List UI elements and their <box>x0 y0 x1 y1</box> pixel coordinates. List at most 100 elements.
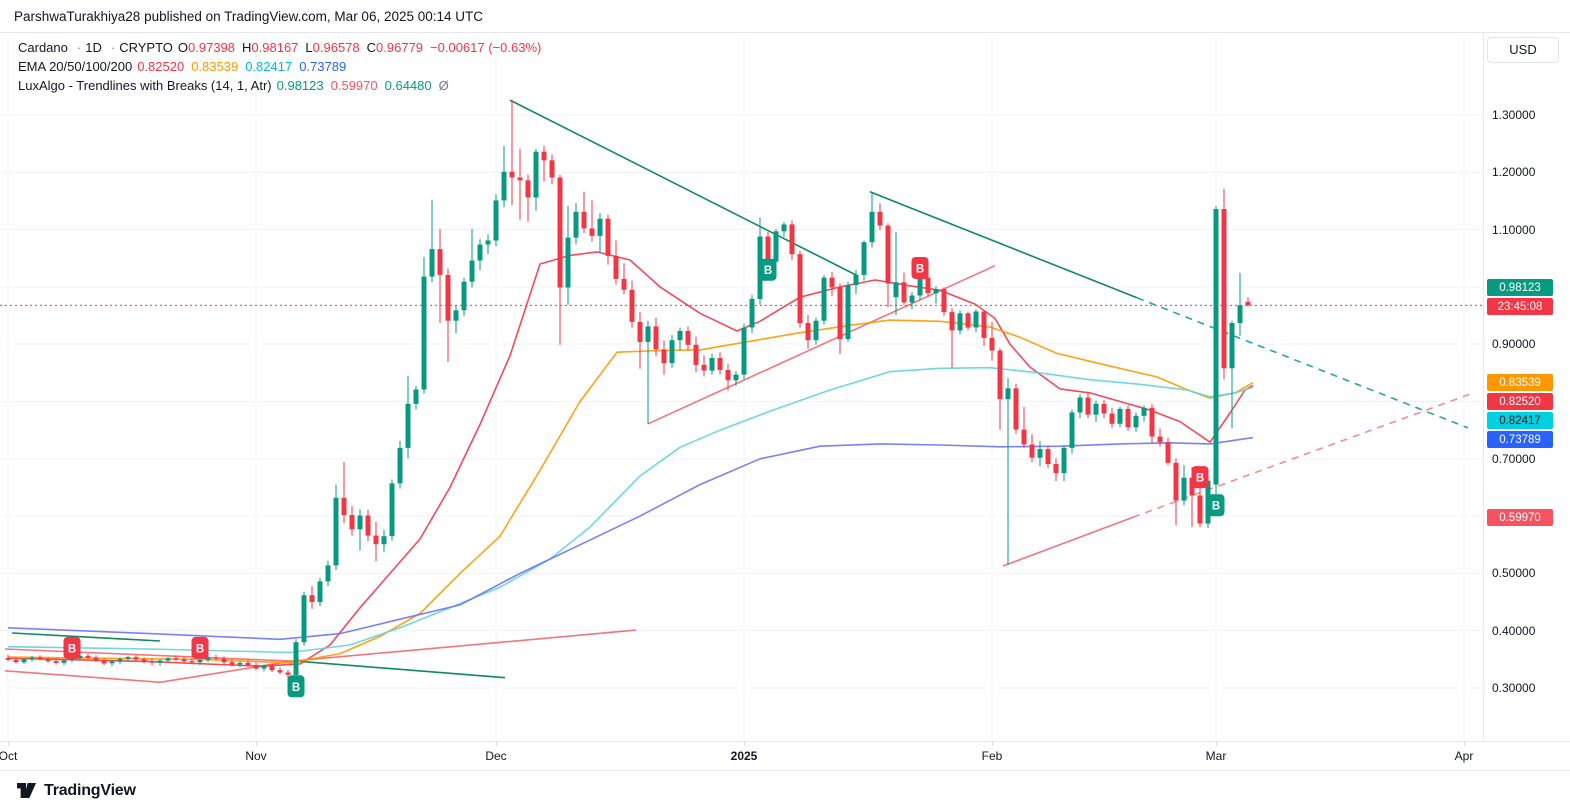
candle <box>205 655 211 663</box>
candle <box>1133 412 1139 432</box>
candle <box>861 240 867 281</box>
luxalgo-indicator-value: 0.98123 <box>276 78 324 93</box>
candle <box>37 655 43 661</box>
candle <box>45 657 51 663</box>
candle <box>413 386 419 410</box>
currency-toggle-button[interactable]: USD <box>1487 37 1559 63</box>
price-axis-badge: 0.98123 <box>1487 279 1553 296</box>
candle <box>637 312 643 369</box>
candle <box>893 231 899 315</box>
time-tick-mark <box>1464 742 1465 746</box>
candle <box>1069 409 1075 454</box>
legend-symbol-row[interactable]: Cardano · 1D · CRYPTO O0.97398 H0.98167 L0.9657… <box>18 38 548 57</box>
candle <box>1229 320 1235 429</box>
legend-ema-row[interactable]: EMA 20/50/100/200 0.82520 0.83539 0.82417 0.… <box>18 57 548 76</box>
candle <box>333 484 339 570</box>
tradingview-logo[interactable]: TradingView <box>16 781 136 800</box>
candle <box>309 586 315 609</box>
svg-text:B: B <box>196 643 204 655</box>
candle <box>301 591 307 646</box>
candle <box>869 191 875 248</box>
candle <box>21 658 27 664</box>
candle <box>877 203 883 231</box>
candle <box>805 315 811 349</box>
candle <box>269 663 275 672</box>
candle <box>1013 383 1019 434</box>
legend-separator: · <box>110 40 116 55</box>
price-axis-badge: 0.82417 <box>1487 412 1553 429</box>
svg-text:B: B <box>1212 501 1220 513</box>
candle <box>733 371 739 386</box>
candle <box>341 461 347 523</box>
time-tick-mark <box>8 742 9 746</box>
candle <box>1029 434 1035 463</box>
ohlc-value: H0.98167 <box>242 40 299 55</box>
candle <box>789 220 795 260</box>
candle <box>949 308 955 368</box>
candle <box>477 239 483 271</box>
candle <box>749 294 755 334</box>
candle <box>573 203 579 245</box>
candle <box>717 352 723 375</box>
candle <box>453 304 459 334</box>
time-tick-mark <box>992 742 993 746</box>
chart-legend: Cardano · 1D · CRYPTO O0.97398 H0.98167 L0.9657… <box>18 38 548 95</box>
time-tick-label: Mar <box>1205 749 1227 763</box>
candle <box>1053 458 1059 482</box>
luxalgo-indicator-value: Ø <box>438 78 449 93</box>
candle <box>1101 399 1107 419</box>
price-axis[interactable]: 1.30000 1.20000 1.10000 0.90000 0.70000 0.500… <box>1483 33 1570 741</box>
candle <box>437 229 443 323</box>
candle <box>1093 400 1099 423</box>
ema-20-line <box>7 251 1254 668</box>
candle <box>493 194 499 247</box>
candle <box>1125 405 1131 431</box>
candle <box>533 148 539 211</box>
legend-luxalgo-row[interactable]: LuxAlgo - Trendlines with Breaks (14, 1,… <box>18 76 548 95</box>
candle <box>1181 465 1187 506</box>
candle <box>845 281 851 342</box>
candle <box>61 659 67 666</box>
luxalgo-indicator-value: 0.64480 <box>384 78 432 93</box>
time-tick-label: Dec <box>485 749 507 763</box>
candle <box>181 656 187 663</box>
candle <box>213 654 219 661</box>
break-markers: B B B B B B B <box>63 257 1225 698</box>
price-axis-badge: 0.83539 <box>1487 374 1553 391</box>
candle <box>29 655 35 662</box>
break-marker-up: B <box>759 258 777 281</box>
ema-indicator-value: 0.82520 <box>137 59 185 74</box>
ohlc-value: L0.96578 <box>305 40 360 55</box>
candle <box>821 274 827 325</box>
break-marker-down: B <box>191 636 209 659</box>
candle <box>165 657 171 663</box>
candle <box>645 320 651 424</box>
tradingview-logo-text: TradingView <box>44 781 136 799</box>
candle <box>565 206 571 305</box>
candle <box>277 667 283 675</box>
candle <box>797 250 803 328</box>
candle <box>1221 188 1227 380</box>
candle <box>325 560 331 586</box>
symbol-name: Cardano <box>18 40 68 55</box>
candle <box>141 657 147 664</box>
candle <box>725 363 731 391</box>
price-chart[interactable]: B B B B B B B <box>0 33 1483 741</box>
candle <box>885 223 891 308</box>
candle <box>933 286 939 304</box>
candle <box>485 234 491 255</box>
candle <box>261 664 267 672</box>
candle <box>117 657 123 664</box>
svg-text:B: B <box>292 682 300 694</box>
time-axis[interactable]: Oct Nov Dec 2025 Feb Mar Apr <box>0 741 1483 771</box>
candle <box>621 263 627 295</box>
candle <box>653 317 659 357</box>
publish-attribution-text: ParshwaTurakhiya28 published on TradingV… <box>14 9 484 24</box>
footer-bar: TradingView <box>0 770 1570 810</box>
candle <box>509 100 515 205</box>
candle <box>1213 206 1219 501</box>
market-label: CRYPTO <box>119 40 173 55</box>
time-tick-label: Oct <box>0 749 18 763</box>
candle <box>581 191 587 233</box>
